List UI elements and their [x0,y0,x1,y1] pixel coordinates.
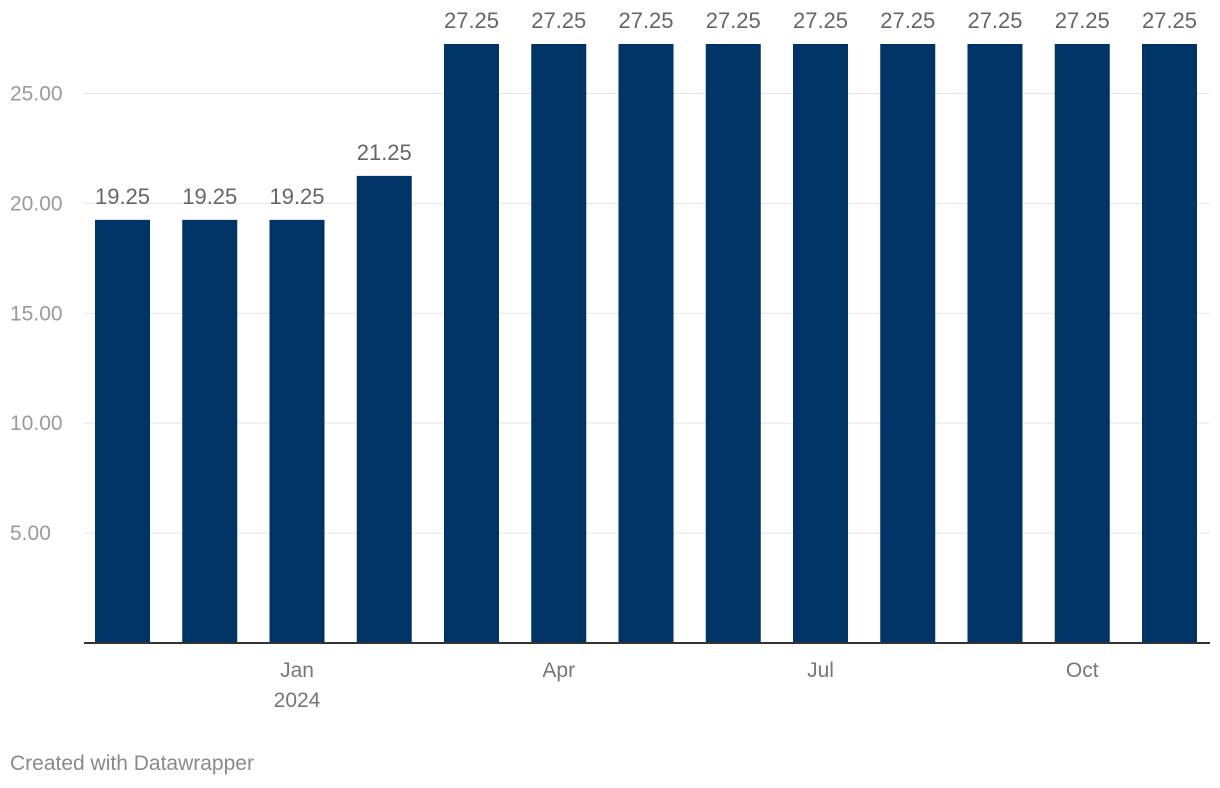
x-tick-label: Oct [1066,659,1099,682]
value-labels: 19.25 19.25 19.25 21.25 27.25 27.25 27.25 27.25… [95,8,1197,209]
bar [95,219,150,643]
bar [967,44,1023,643]
bar [1054,44,1110,643]
x-tick-label: Jan [280,659,314,682]
bar [182,219,238,643]
bar-value-label: 27.25 [1142,8,1197,33]
bar [880,44,936,643]
bar-value-label: 27.25 [1055,8,1110,33]
x-tick-label: 2024 [274,689,321,712]
x-axis-tick-labels: Jan 2024 Apr Jul Oct [274,659,1099,712]
bar [1142,44,1197,643]
bar [444,44,499,643]
bar-value-label: 27.25 [880,8,935,33]
bars [95,44,1197,644]
bar [531,44,587,643]
footer-credit: Created with Datawrapper [10,752,254,775]
bar-value-label: 27.25 [793,8,848,33]
y-tick-label: 10.00 [10,412,63,435]
y-tick-label: 5.00 [10,522,51,545]
bar-value-label: 19.25 [269,184,324,209]
bar-value-label: 19.25 [182,184,237,209]
y-tick-label: 15.00 [10,302,63,325]
bar-value-label: 27.25 [531,8,586,33]
bar [793,44,848,643]
x-tick-label: Apr [542,659,575,682]
bar-value-label: 27.25 [618,8,673,33]
bar-value-label: 21.25 [357,140,412,165]
bar [618,44,674,643]
x-tick-label: Jul [807,659,834,682]
bar-value-label: 27.25 [444,8,499,33]
bar [269,219,325,643]
bar-value-label: 19.25 [95,184,150,209]
bar-value-label: 27.25 [967,8,1022,33]
y-axis-tick-labels: 5.00 10.00 15.00 20.00 25.00 [10,82,63,545]
y-tick-label: 25.00 [10,82,63,105]
bar [356,175,412,644]
bar [705,44,761,643]
bar-value-label: 27.25 [706,8,761,33]
y-tick-label: 20.00 [10,192,63,215]
